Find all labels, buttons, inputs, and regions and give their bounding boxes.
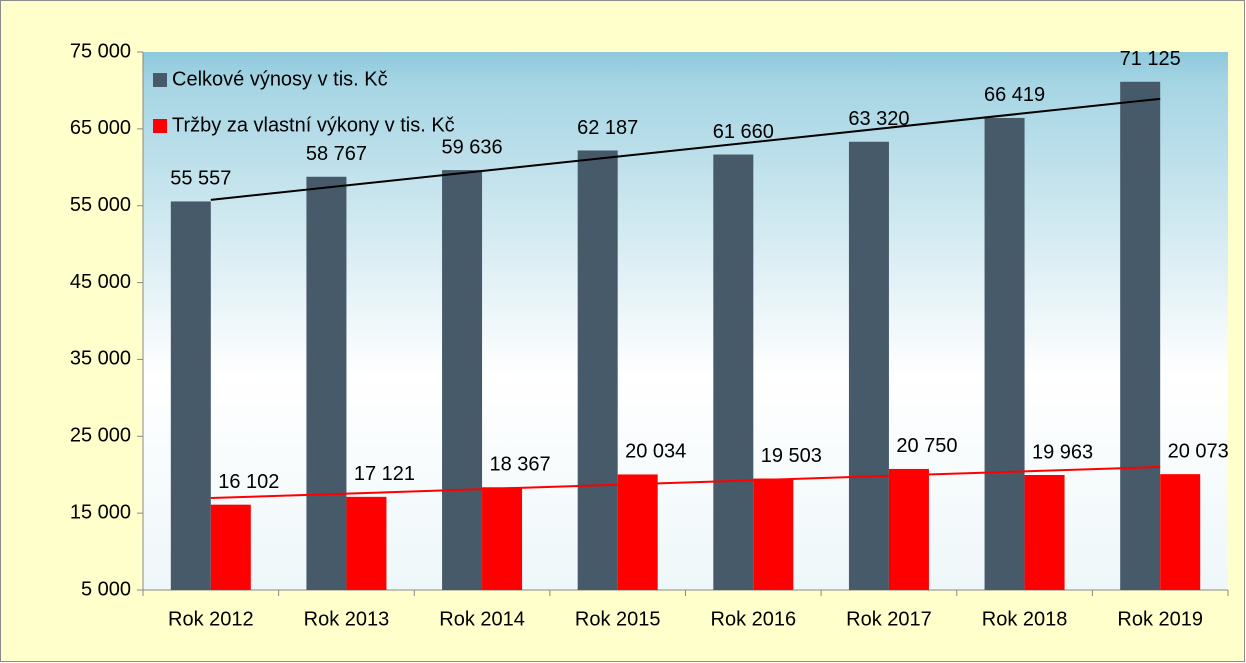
bar — [482, 487, 523, 590]
bar — [210, 504, 251, 590]
x-tick-label: Rok 2012 — [168, 608, 254, 630]
data-label: 55 557 — [170, 168, 231, 190]
bar — [617, 474, 658, 590]
legend-swatch — [153, 119, 167, 133]
data-label: 62 187 — [577, 117, 638, 139]
data-label: 19 503 — [761, 445, 822, 467]
legend-label: Celkové výnosy v tis. Kč — [172, 68, 388, 90]
bar — [1160, 474, 1201, 590]
data-label: 20 034 — [625, 441, 686, 463]
legend-swatch — [153, 73, 167, 87]
bar — [306, 176, 347, 590]
legend-label: Tržby za vlastní výkony v tis. Kč — [172, 114, 455, 136]
x-tick-label: Rok 2017 — [846, 608, 932, 630]
data-label: 18 367 — [489, 454, 550, 476]
data-label: 58 767 — [306, 143, 367, 165]
data-label: 19 963 — [1032, 441, 1093, 463]
trendline — [210, 97, 1161, 201]
y-tick-label: 15 000 — [70, 501, 131, 523]
bar — [713, 154, 754, 590]
data-label: 59 636 — [441, 136, 502, 158]
data-label: 61 660 — [713, 121, 774, 143]
bar — [984, 117, 1025, 590]
bar — [1024, 474, 1065, 590]
x-tick-label: Rok 2015 — [575, 608, 661, 630]
data-label: 16 102 — [218, 471, 279, 493]
data-label: 17 121 — [354, 463, 415, 485]
bar — [577, 150, 618, 590]
y-tick-label: 35 000 — [70, 348, 131, 370]
y-tick-label: 25 000 — [70, 425, 131, 447]
y-tick-label: 55 000 — [70, 194, 131, 216]
data-label: 66 419 — [984, 84, 1045, 106]
bar — [888, 468, 929, 590]
x-tick-label: Rok 2019 — [1117, 608, 1203, 630]
data-label: 20 073 — [1168, 440, 1229, 462]
x-tick-label: Rok 2016 — [711, 608, 797, 630]
y-tick-label: 5 000 — [81, 578, 131, 600]
bar — [346, 496, 387, 590]
bar — [753, 478, 794, 590]
y-tick-label: 45 000 — [70, 271, 131, 293]
trendline — [210, 465, 1161, 500]
bar — [170, 201, 211, 590]
bar — [1120, 81, 1161, 591]
bar — [848, 141, 889, 590]
x-tick-label: Rok 2013 — [304, 608, 390, 630]
y-tick-label: 65 000 — [70, 117, 131, 139]
data-label: 20 750 — [896, 435, 957, 457]
data-label: 63 320 — [848, 108, 909, 130]
x-tick-label: Rok 2018 — [982, 608, 1068, 630]
data-label: 71 125 — [1120, 48, 1181, 70]
y-tick-label: 75 000 — [70, 40, 131, 62]
x-tick-label: Rok 2014 — [439, 608, 525, 630]
bar — [442, 170, 483, 590]
